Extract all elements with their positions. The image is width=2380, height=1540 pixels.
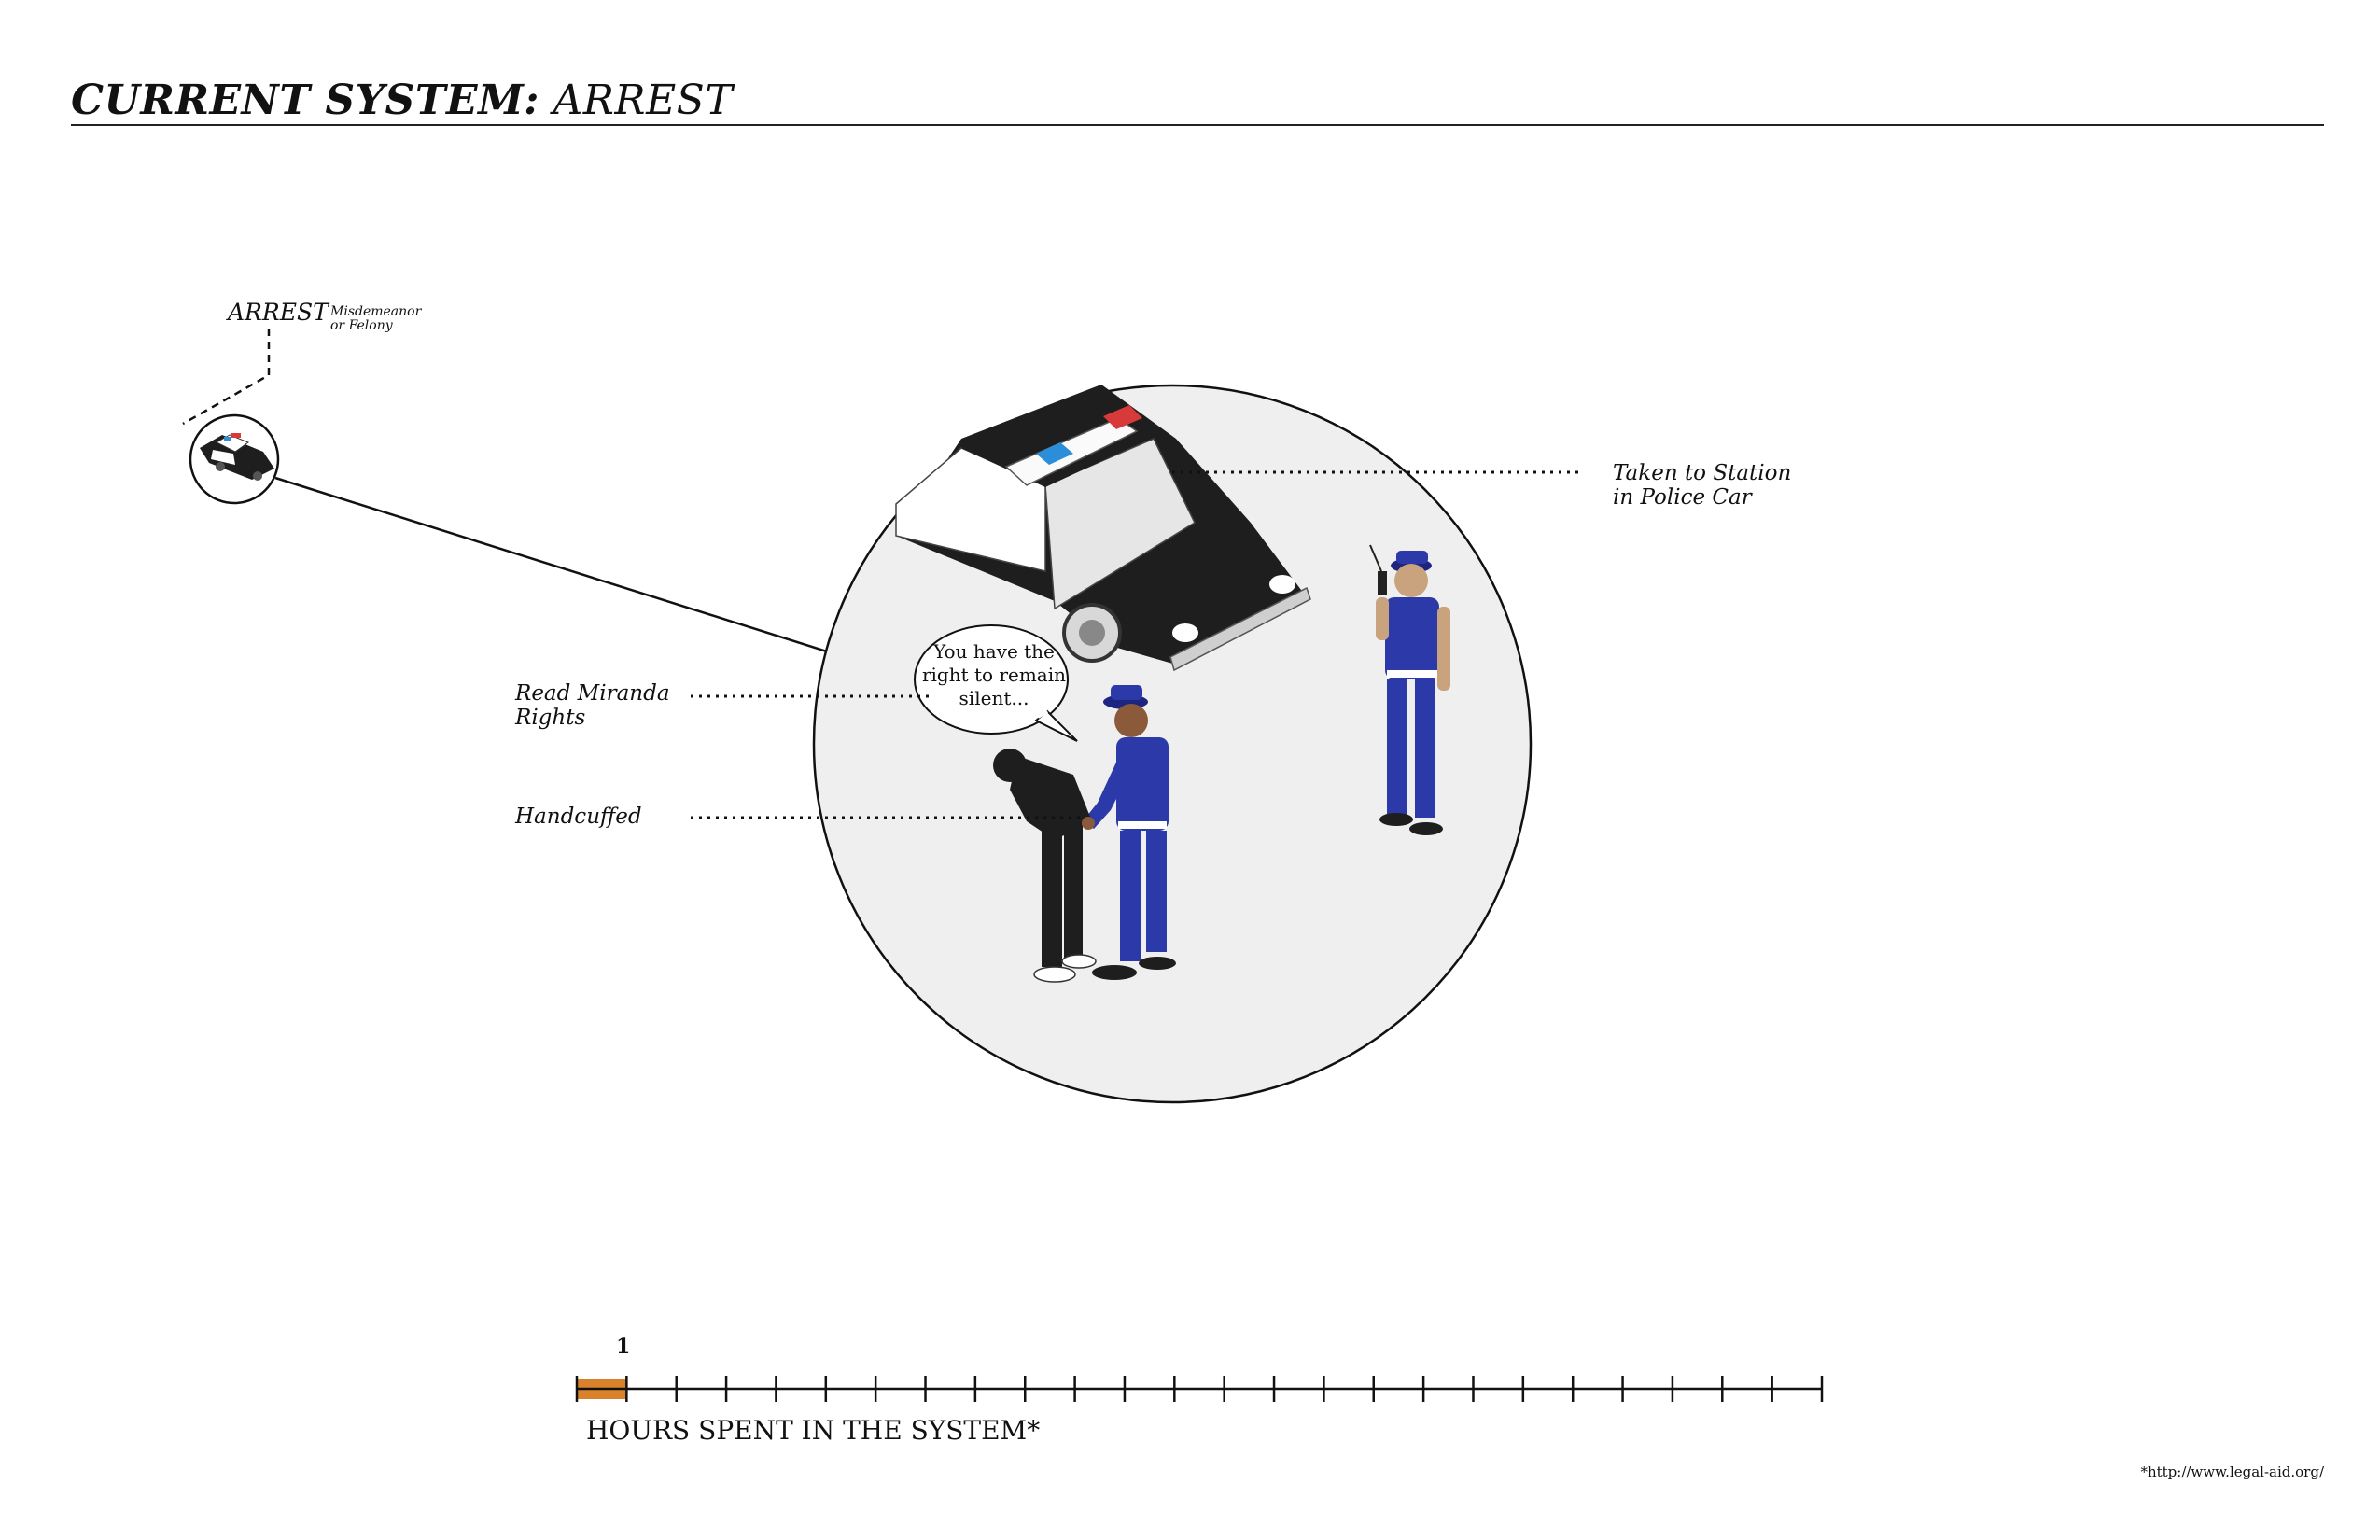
zoom-connector-line: [274, 476, 846, 659]
callout-miranda: Read Miranda Rights: [515, 681, 670, 730]
start-node[interactable]: [189, 413, 280, 505]
officer-arresting-illustration: [1083, 685, 1176, 980]
arrest-sublabel: Misdemeanor or Felony: [330, 305, 421, 333]
arrest-label: ARREST: [228, 299, 329, 326]
speech-bubble-text: You have the right to remain silent...: [915, 640, 1073, 710]
officer-radio-illustration: [1369, 544, 1450, 835]
scene-zoom: [812, 384, 1533, 1104]
footnote: *http://www.legal-aid.org/: [2140, 1463, 2324, 1480]
timeline-highlight-label: 1: [616, 1335, 631, 1359]
callout-taken-line1: Taken to Station: [1613, 461, 1792, 485]
title-rest: ARREST: [553, 77, 734, 124]
speech-line3: silent...: [959, 687, 1029, 709]
police-car-icon: [200, 433, 274, 481]
callout-miranda-line1: Read Miranda: [515, 681, 670, 706]
callout-miranda-line2: Rights: [515, 706, 586, 730]
police-car-illustration: [895, 385, 1311, 672]
arrest-connector: [182, 329, 271, 426]
callout-taken-line2: in Police Car: [1613, 485, 1752, 510]
page-title: CURRENT SYSTEM: ARREST: [71, 77, 733, 124]
hours-timeline: [575, 1376, 1824, 1402]
callout-handcuffed: Handcuffed: [515, 805, 642, 829]
speech-line2: right to remain: [921, 664, 1067, 686]
callout-taken-to-station: Taken to Station in Police Car: [1613, 461, 1791, 510]
title-bold: CURRENT SYSTEM:: [71, 77, 540, 124]
speech-bubble: [914, 624, 1078, 742]
timeline-axis-title: HOURS SPENT IN THE SYSTEM*: [586, 1415, 1041, 1446]
title-divider: [71, 124, 2324, 126]
arrest-sublabel-line1: Misdemeanor: [330, 304, 422, 319]
arrest-sublabel-line2: or Felony: [330, 318, 393, 333]
speech-line1: You have the: [933, 640, 1055, 663]
